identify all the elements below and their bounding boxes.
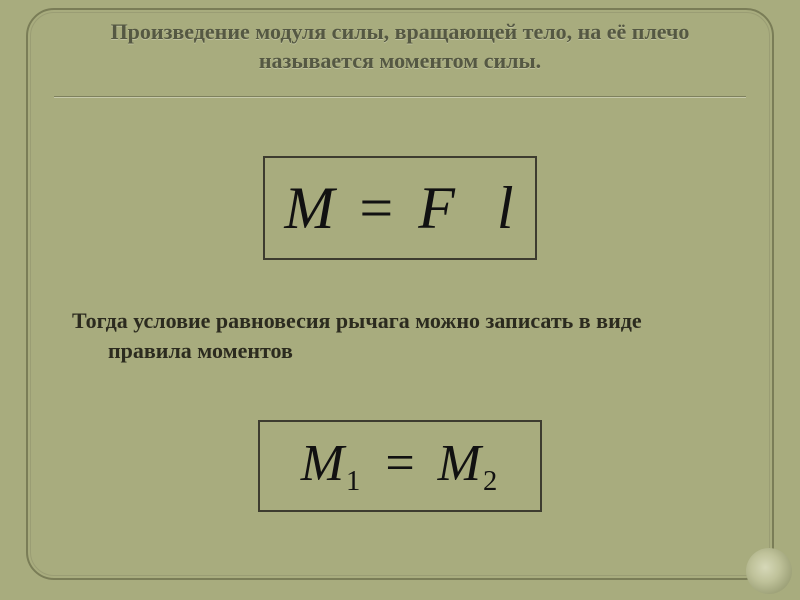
formula-2-rhs-sub: 2 (481, 466, 499, 497)
formula-2-rhs-var: M (438, 435, 481, 492)
heading: Произведение модуля силы, вращающей тело… (60, 18, 740, 75)
formula-box-1: M = F l (263, 156, 537, 260)
formula-box-2: M1 = M2 (258, 420, 542, 512)
page-curl-icon (746, 548, 792, 594)
mid-text-line-1: Тогда условие равновесия рычага можно за… (72, 308, 642, 333)
formula-1-rhs-b: l (497, 175, 516, 241)
formula-1-lhs: M (284, 175, 336, 241)
formula-2-op: = (375, 435, 424, 492)
mid-text: Тогда условие равновесия рычага можно за… (72, 306, 728, 365)
divider (54, 96, 746, 98)
formula-1: M = F l (284, 174, 515, 243)
formula-2-lhs-var: M (301, 435, 344, 492)
formula-1-rhs-a: F (418, 175, 457, 241)
mid-text-line-2: правила моментов (72, 336, 728, 366)
heading-line-1: Произведение модуля силы, вращающей тело… (111, 19, 690, 44)
slide: Произведение модуля силы, вращающей тело… (0, 0, 800, 600)
formula-2-lhs-sub: 1 (344, 466, 362, 497)
formula-2: M1 = M2 (301, 434, 500, 498)
heading-line-2: называется моментом силы. (259, 48, 541, 73)
formula-1-op: = (353, 175, 401, 241)
